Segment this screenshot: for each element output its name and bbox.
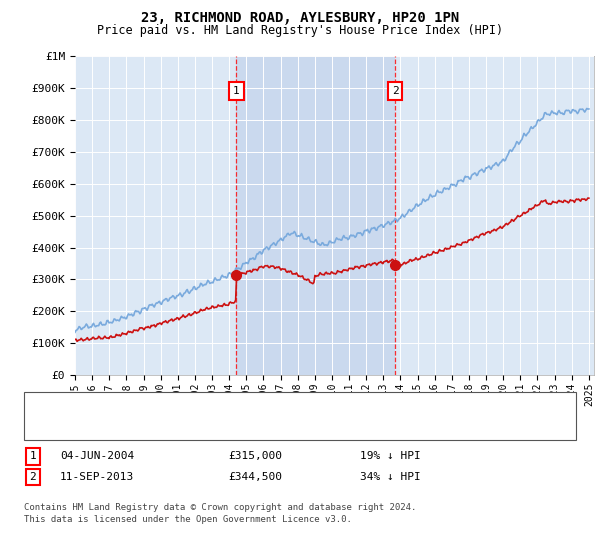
Text: Contains HM Land Registry data © Crown copyright and database right 2024.: Contains HM Land Registry data © Crown c… — [24, 503, 416, 512]
Text: 2: 2 — [29, 472, 37, 482]
Text: 23, RICHMOND ROAD, AYLESBURY, HP20 1PN (detached house): 23, RICHMOND ROAD, AYLESBURY, HP20 1PN (… — [81, 400, 425, 410]
Text: £315,000: £315,000 — [228, 451, 282, 461]
Text: 11-SEP-2013: 11-SEP-2013 — [60, 472, 134, 482]
Text: Price paid vs. HM Land Registry's House Price Index (HPI): Price paid vs. HM Land Registry's House … — [97, 24, 503, 36]
Text: 34% ↓ HPI: 34% ↓ HPI — [360, 472, 421, 482]
Text: 19% ↓ HPI: 19% ↓ HPI — [360, 451, 421, 461]
Text: 2: 2 — [392, 86, 398, 96]
Text: HPI: Average price, detached house, Buckinghamshire: HPI: Average price, detached house, Buck… — [81, 421, 400, 431]
Text: 04-JUN-2004: 04-JUN-2004 — [60, 451, 134, 461]
Text: This data is licensed under the Open Government Licence v3.0.: This data is licensed under the Open Gov… — [24, 515, 352, 524]
Bar — [236, 56, 395, 375]
Text: 23, RICHMOND ROAD, AYLESBURY, HP20 1PN: 23, RICHMOND ROAD, AYLESBURY, HP20 1PN — [141, 11, 459, 25]
Text: £344,500: £344,500 — [228, 472, 282, 482]
Text: 1: 1 — [233, 86, 240, 96]
Text: 1: 1 — [29, 451, 37, 461]
